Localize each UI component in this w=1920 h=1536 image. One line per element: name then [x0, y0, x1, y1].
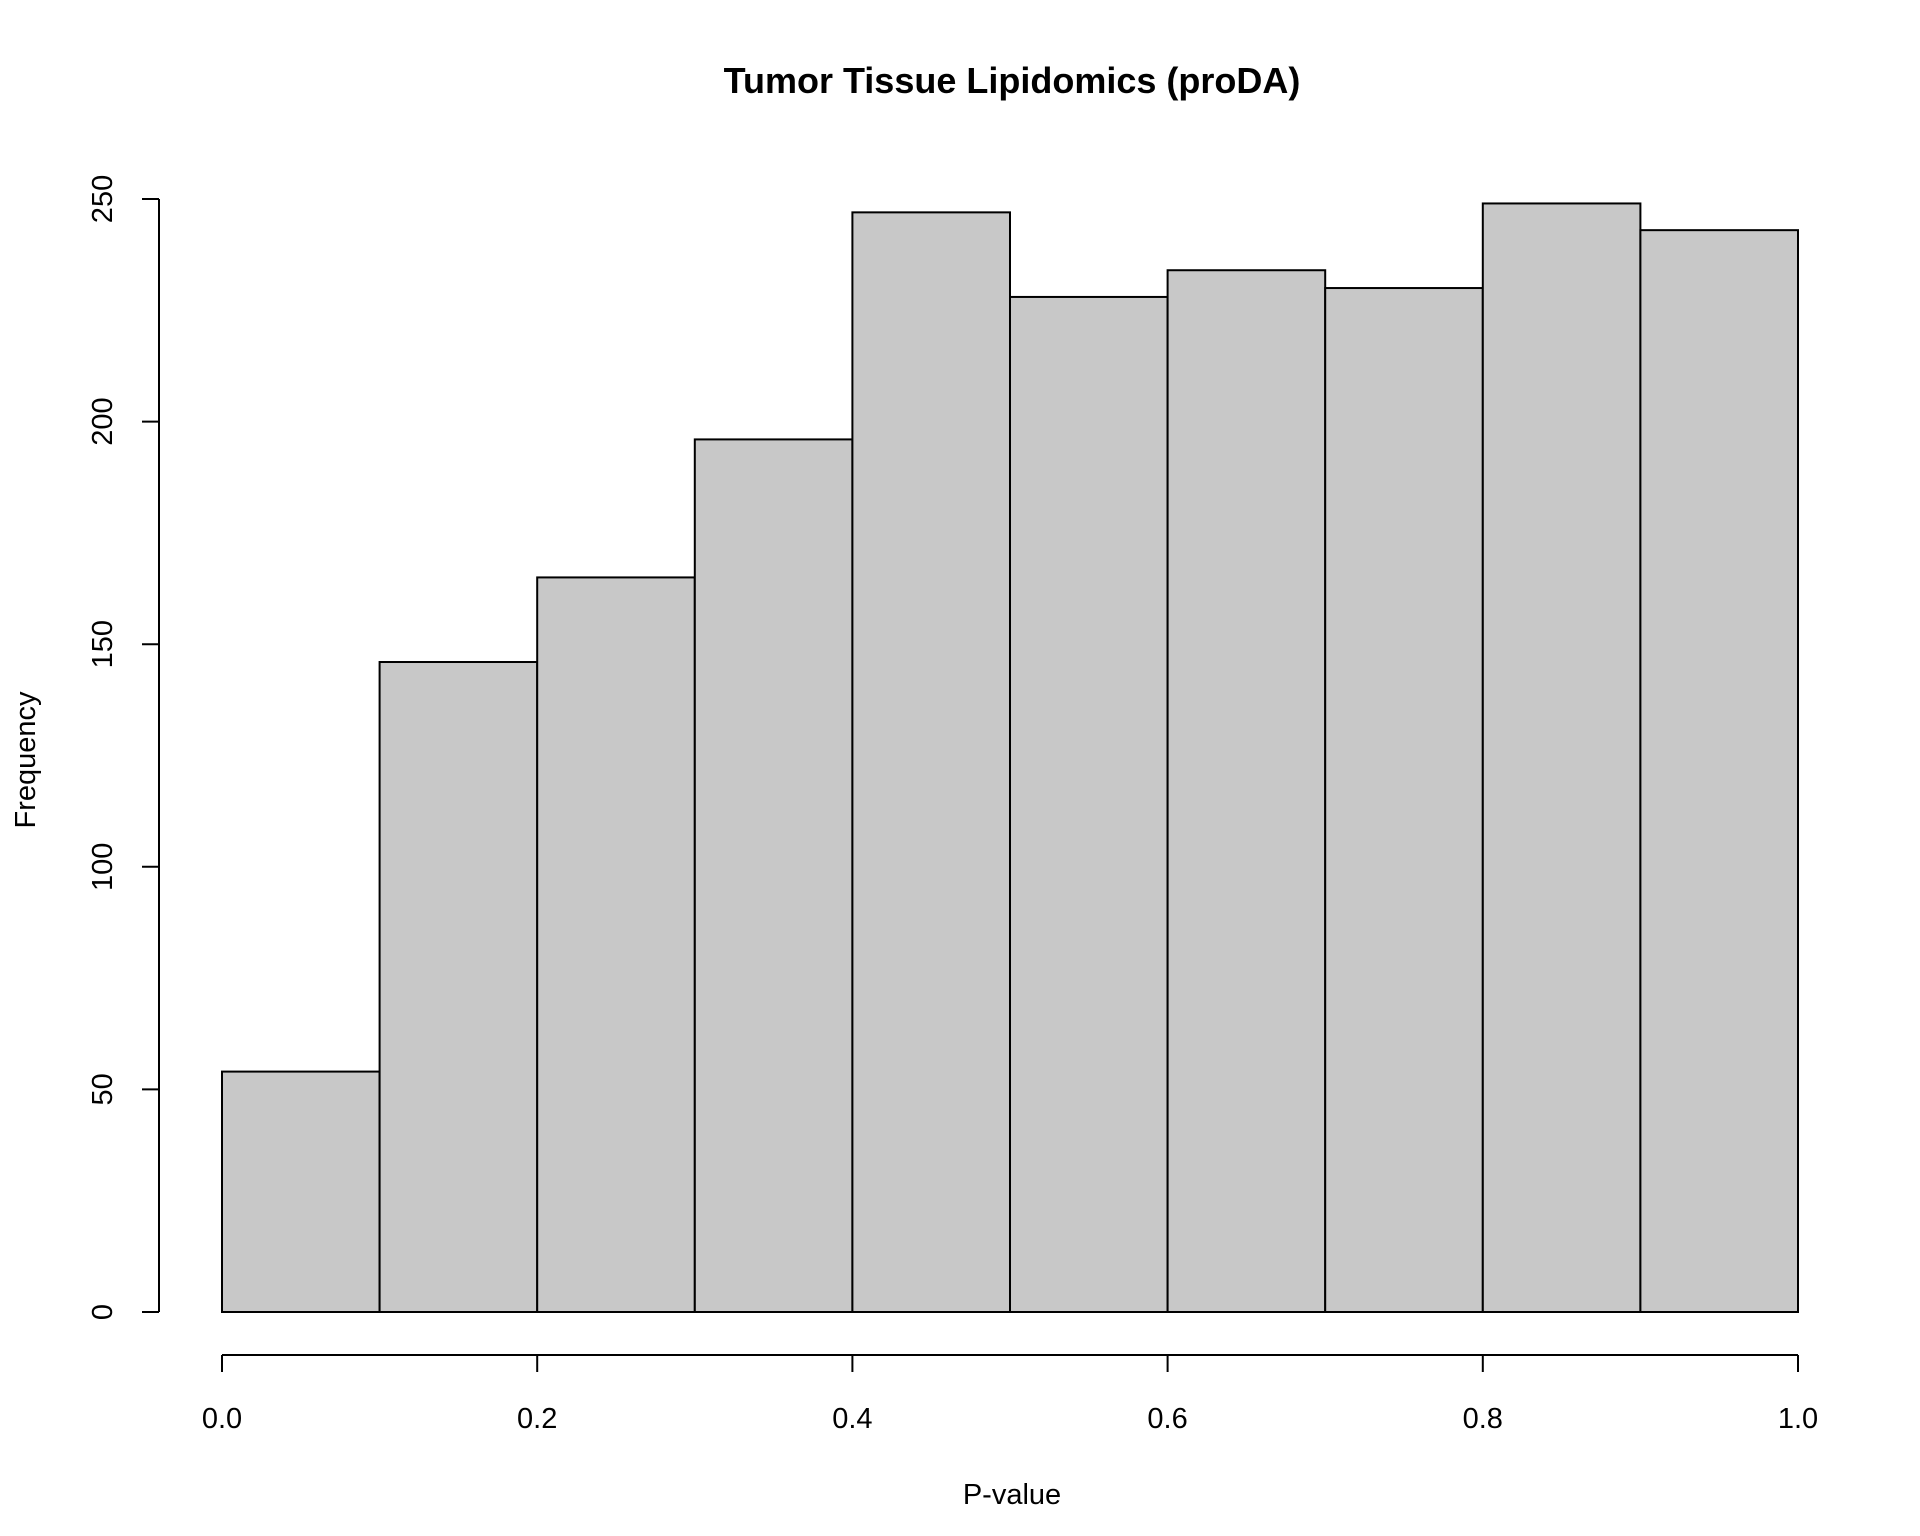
histogram-bar	[221, 1070, 381, 1314]
histogram-bar	[1009, 295, 1169, 1314]
x-tick-label: 0.2	[517, 1403, 557, 1435]
histogram-bar	[851, 211, 1012, 1314]
y-tick-label: 0	[87, 1304, 119, 1320]
x-tick-label: 1.0	[1778, 1403, 1818, 1435]
y-tick-label: 250	[87, 175, 119, 223]
y-axis-label: Frequency	[10, 691, 42, 829]
y-axis: 0 50 100 150 200 250	[87, 175, 160, 1320]
x-axis-label: P-value	[963, 1479, 1061, 1511]
x-tick-label: 0.4	[832, 1403, 872, 1435]
histogram-bar	[1324, 287, 1484, 1314]
histogram-bar	[693, 438, 854, 1313]
histogram-bar	[536, 576, 696, 1313]
x-tick-label: 0.8	[1463, 1403, 1503, 1435]
histogram-bar	[1481, 202, 1642, 1313]
y-tick-label: 50	[87, 1073, 119, 1105]
histogram-bar	[1166, 269, 1327, 1313]
bars-group	[221, 202, 1800, 1314]
y-tick-label: 200	[87, 397, 119, 445]
x-axis: 0.0 0.2 0.4 0.6 0.8 1.0	[202, 1354, 1818, 1435]
chart-title: Tumor Tissue Lipidomics (proDA)	[724, 60, 1301, 101]
y-tick-label: 100	[87, 843, 119, 891]
histogram-bar	[1639, 229, 1800, 1314]
y-tick-label: 150	[87, 620, 119, 668]
x-tick-label: 0.6	[1147, 1403, 1187, 1435]
x-tick-label: 0.0	[202, 1403, 242, 1435]
histogram-bar	[378, 661, 539, 1313]
